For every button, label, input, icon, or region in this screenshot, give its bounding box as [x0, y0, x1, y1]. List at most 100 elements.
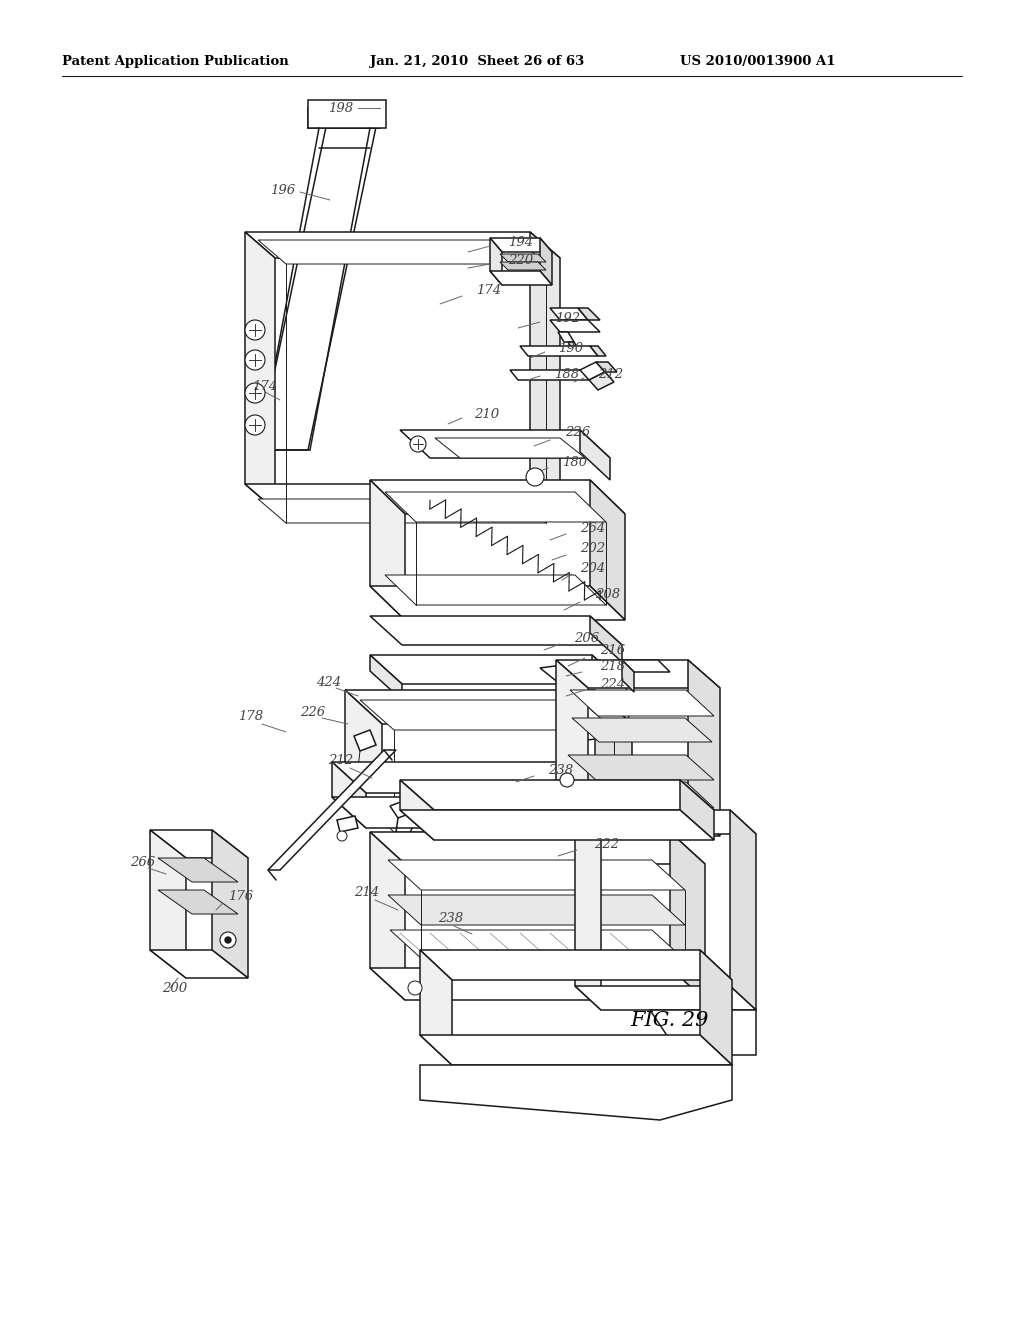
Polygon shape [565, 710, 630, 743]
Polygon shape [370, 586, 625, 620]
Polygon shape [420, 1035, 732, 1065]
Polygon shape [360, 800, 614, 832]
Polygon shape [370, 480, 406, 620]
Polygon shape [330, 108, 380, 128]
Polygon shape [258, 240, 546, 264]
Polygon shape [420, 1065, 732, 1119]
Polygon shape [688, 660, 720, 836]
Circle shape [225, 937, 231, 942]
Polygon shape [530, 232, 560, 510]
Polygon shape [520, 346, 598, 356]
Text: 226: 226 [300, 705, 326, 718]
Polygon shape [589, 372, 614, 389]
Polygon shape [370, 968, 705, 1001]
Polygon shape [510, 370, 590, 380]
Text: 178: 178 [238, 710, 263, 722]
Polygon shape [360, 700, 614, 730]
Text: 216: 216 [600, 644, 625, 656]
Polygon shape [500, 253, 546, 261]
Polygon shape [332, 762, 366, 828]
Text: 218: 218 [600, 660, 625, 672]
Circle shape [410, 436, 426, 451]
Circle shape [245, 319, 265, 341]
Polygon shape [680, 780, 714, 840]
Text: Patent Application Publication: Patent Application Publication [62, 55, 289, 69]
Text: FIG. 29: FIG. 29 [630, 1011, 709, 1030]
Text: 212: 212 [328, 754, 353, 767]
Polygon shape [575, 810, 756, 834]
Polygon shape [212, 830, 248, 978]
Polygon shape [575, 810, 601, 1010]
Polygon shape [370, 655, 402, 700]
Polygon shape [150, 830, 248, 858]
Polygon shape [558, 333, 574, 342]
Text: 202: 202 [580, 541, 605, 554]
Polygon shape [556, 660, 720, 688]
Polygon shape [245, 232, 275, 510]
Polygon shape [575, 986, 756, 1010]
Polygon shape [158, 890, 238, 913]
Polygon shape [700, 950, 732, 1065]
Polygon shape [385, 576, 606, 605]
Polygon shape [388, 895, 685, 925]
Polygon shape [582, 370, 598, 380]
Polygon shape [158, 858, 238, 882]
Polygon shape [622, 660, 670, 672]
Polygon shape [568, 755, 714, 780]
Polygon shape [670, 832, 705, 1001]
Text: 424: 424 [316, 676, 341, 689]
Polygon shape [400, 810, 714, 840]
Polygon shape [245, 232, 560, 257]
Text: 190: 190 [558, 342, 583, 355]
Polygon shape [490, 238, 552, 252]
Polygon shape [332, 762, 616, 793]
Circle shape [245, 414, 265, 436]
Polygon shape [388, 861, 685, 890]
Polygon shape [370, 480, 625, 513]
Polygon shape [400, 780, 714, 810]
Polygon shape [592, 655, 624, 700]
Polygon shape [345, 690, 382, 820]
Polygon shape [400, 780, 434, 840]
Text: 264: 264 [580, 521, 605, 535]
Polygon shape [540, 660, 625, 688]
Polygon shape [568, 781, 714, 808]
Polygon shape [596, 362, 617, 372]
Polygon shape [435, 438, 585, 458]
Polygon shape [556, 660, 588, 836]
Text: 196: 196 [270, 183, 295, 197]
Polygon shape [345, 785, 632, 820]
Polygon shape [556, 808, 720, 836]
Text: 174: 174 [476, 284, 501, 297]
Polygon shape [730, 810, 756, 1010]
Polygon shape [550, 308, 588, 319]
Polygon shape [400, 430, 610, 458]
Circle shape [560, 774, 574, 787]
Polygon shape [345, 690, 632, 723]
Polygon shape [337, 816, 358, 832]
Polygon shape [590, 616, 622, 663]
Text: 212: 212 [598, 367, 624, 380]
Text: 238: 238 [438, 912, 463, 924]
Polygon shape [578, 308, 600, 319]
Text: 174: 174 [252, 380, 278, 392]
Text: 226: 226 [565, 425, 590, 438]
Circle shape [245, 350, 265, 370]
Polygon shape [568, 342, 580, 352]
Polygon shape [490, 271, 552, 285]
Polygon shape [570, 690, 714, 715]
Polygon shape [565, 680, 630, 718]
Polygon shape [580, 362, 605, 380]
Text: 180: 180 [562, 455, 587, 469]
Polygon shape [390, 800, 414, 818]
Polygon shape [385, 492, 606, 521]
Polygon shape [308, 100, 386, 128]
Polygon shape [268, 750, 396, 870]
Text: 204: 204 [580, 561, 605, 574]
Polygon shape [370, 616, 622, 645]
Circle shape [408, 981, 422, 995]
Polygon shape [354, 730, 376, 751]
Polygon shape [370, 655, 624, 684]
Polygon shape [370, 832, 406, 1001]
Polygon shape [150, 950, 248, 978]
